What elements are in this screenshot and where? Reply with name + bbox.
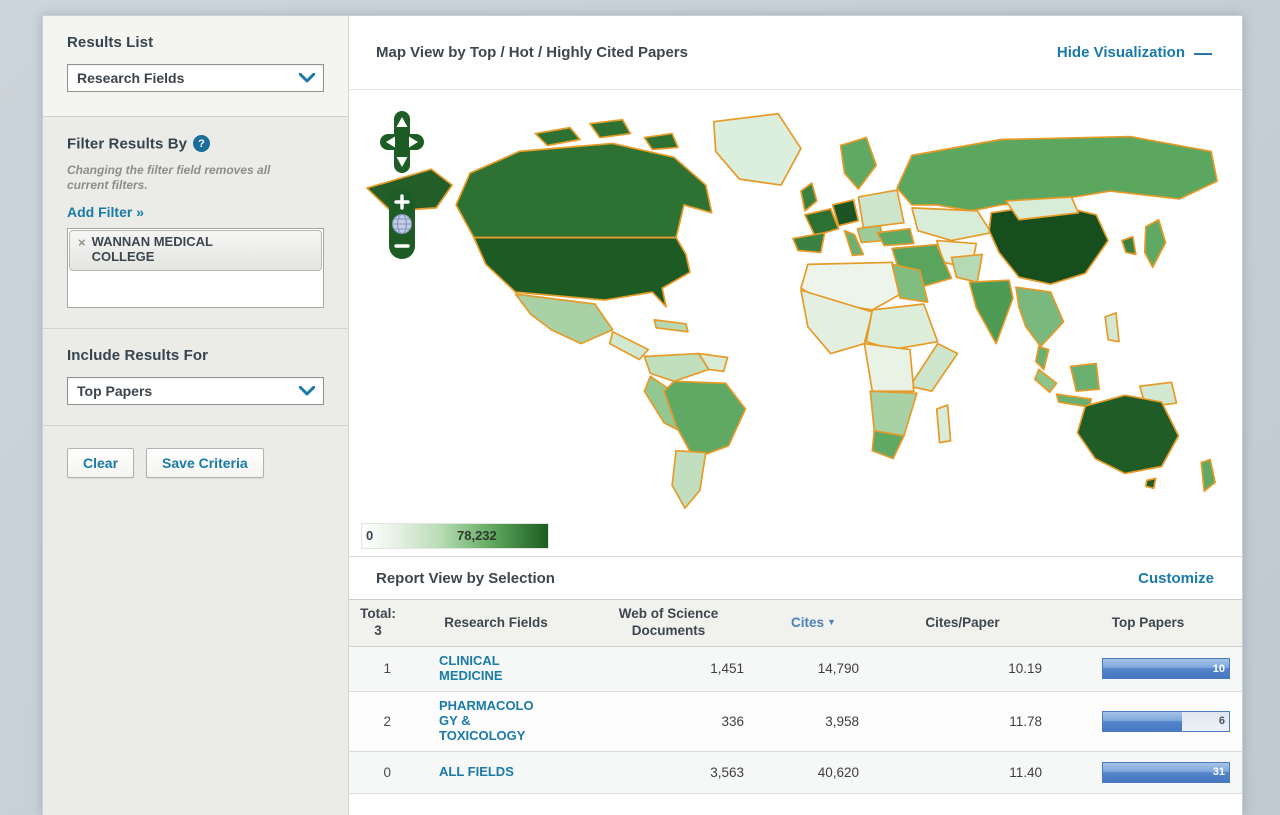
chevron-down-icon: [299, 73, 315, 83]
table-row: 2 PHARMACOLOGY & TOXICOLOGY 336 3,958 11…: [349, 692, 1242, 752]
top-papers-count: 6: [1219, 715, 1225, 727]
total-count: 3: [374, 623, 382, 638]
map-pan-control[interactable]: [379, 110, 425, 174]
customize-link[interactable]: Customize: [1138, 570, 1214, 587]
row-rank: 1: [349, 654, 411, 683]
column-header-cites-sort[interactable]: Cites▼: [756, 609, 871, 638]
results-list-heading: Results List: [67, 34, 324, 51]
zoom-globe-icon: [388, 188, 416, 260]
pan-arrows-icon: [379, 110, 425, 174]
wos-label-line2: Documents: [632, 623, 706, 638]
column-header-top-papers: Top Papers: [1054, 609, 1242, 638]
map-header: Map View by Top / Hot / Highly Cited Pap…: [349, 16, 1242, 90]
row-wos-documents: 3,563: [581, 758, 756, 787]
table-header-row: Total: 3 Research Fields Web of Science …: [349, 599, 1242, 647]
row-rank: 2: [349, 707, 411, 736]
row-cites: 3,958: [756, 707, 871, 736]
row-cites: 40,620: [756, 758, 871, 787]
top-papers-count: 10: [1213, 663, 1225, 675]
filter-heading: Filter Results By?: [67, 135, 324, 153]
table-body: 1 CLINICAL MEDICINE 1,451 14,790 10.19 1…: [349, 647, 1242, 794]
add-filter-link[interactable]: Add Filter »: [67, 204, 144, 220]
filter-listbox: × WANNAN MEDICAL COLLEGE: [67, 228, 324, 308]
row-cites-per-paper: 11.40: [871, 758, 1054, 787]
table-row: 1 CLINICAL MEDICINE 1,451 14,790 10.19 1…: [349, 647, 1242, 692]
criteria-buttons-section: Clear Save Criteria: [43, 426, 348, 815]
row-cites: 14,790: [756, 654, 871, 683]
column-header-cites-per-paper: Cites/Paper: [871, 609, 1054, 638]
research-field-link[interactable]: CLINICAL MEDICINE: [439, 654, 543, 684]
page-background: Results List Research Fields Filter Resu…: [0, 0, 1280, 815]
row-top-papers-cell: 31: [1054, 755, 1242, 790]
legend-max-value: 78,232: [457, 528, 497, 543]
world-map-area: 0 78,232: [349, 90, 1242, 556]
sort-descending-icon: ▼: [827, 617, 836, 627]
column-header-wos-documents: Web of Science Documents: [581, 600, 756, 646]
save-criteria-button[interactable]: Save Criteria: [146, 448, 264, 478]
filter-note-line1: Changing the filter field removes all: [67, 163, 270, 177]
chevron-down-icon: [299, 386, 315, 396]
top-papers-bar: 31: [1102, 762, 1230, 783]
top-papers-bar-fill: [1103, 659, 1229, 678]
filter-note: Changing the filter field removes all cu…: [67, 163, 324, 194]
include-results-dropdown[interactable]: Top Papers: [67, 377, 324, 405]
row-field-cell: CLINICAL MEDICINE: [411, 647, 581, 691]
remove-filter-icon[interactable]: ×: [78, 235, 86, 265]
top-papers-bar: 6: [1102, 711, 1230, 732]
research-field-link[interactable]: ALL FIELDS: [439, 765, 543, 780]
results-list-dropdown-value: Research Fields: [77, 70, 184, 86]
row-top-papers-cell: 6: [1054, 704, 1242, 739]
hide-visualization-link[interactable]: Hide Visualization —: [1057, 44, 1212, 61]
table-row: 0 ALL FIELDS 3,563 40,620 11.40 31: [349, 752, 1242, 794]
map-view-title: Map View by Top / Hot / Highly Cited Pap…: [376, 44, 688, 61]
filter-section: Filter Results By? Changing the filter f…: [43, 117, 348, 329]
top-papers-bar: 10: [1102, 658, 1230, 679]
include-results-section: Include Results For Top Papers: [43, 329, 348, 426]
column-header-total: Total: 3: [349, 600, 397, 646]
cites-label: Cites: [791, 615, 824, 630]
research-field-link[interactable]: PHARMACOLOGY & TOXICOLOGY: [439, 699, 543, 744]
legend-min-value: 0: [366, 528, 373, 543]
row-wos-documents: 1,451: [581, 654, 756, 683]
results-list-section: Results List Research Fields: [43, 16, 348, 117]
filter-heading-text: Filter Results By: [67, 136, 187, 153]
top-papers-count: 31: [1213, 766, 1225, 778]
map-zoom-control[interactable]: [388, 188, 416, 260]
report-header: Report View by Selection Customize: [349, 557, 1242, 599]
column-header-research-fields: Research Fields: [411, 609, 581, 638]
clear-button[interactable]: Clear: [67, 448, 134, 478]
row-field-cell: PHARMACOLOGY & TOXICOLOGY: [411, 692, 581, 751]
filter-note-line2: current filters.: [67, 178, 148, 192]
row-cites-per-paper: 10.19: [871, 654, 1054, 683]
wos-label-line1: Web of Science: [619, 606, 719, 621]
hide-visualization-label: Hide Visualization: [1057, 44, 1185, 61]
include-results-heading: Include Results For: [67, 347, 324, 364]
results-list-dropdown[interactable]: Research Fields: [67, 64, 324, 92]
row-rank: 0: [349, 758, 411, 787]
top-papers-bar-fill: [1103, 712, 1182, 731]
row-wos-documents: 336: [581, 707, 756, 736]
filter-chip[interactable]: × WANNAN MEDICAL COLLEGE: [69, 230, 322, 271]
filter-chip-label: WANNAN MEDICAL COLLEGE: [92, 235, 242, 265]
app-panel: Results List Research Fields Filter Resu…: [42, 15, 1243, 815]
row-cites-per-paper: 11.78: [871, 707, 1054, 736]
include-results-dropdown-value: Top Papers: [77, 383, 152, 399]
top-papers-bar-fill: [1103, 763, 1229, 782]
sidebar: Results List Research Fields Filter Resu…: [43, 16, 349, 815]
help-icon[interactable]: ?: [193, 135, 210, 152]
map-color-legend: 0 78,232: [361, 523, 549, 549]
row-top-papers-cell: 10: [1054, 651, 1242, 686]
report-view-title: Report View by Selection: [376, 570, 555, 587]
main-content: Map View by Top / Hot / Highly Cited Pap…: [349, 16, 1242, 815]
total-label: Total:: [360, 606, 396, 621]
row-field-cell: ALL FIELDS: [411, 757, 581, 787]
choropleth-world-map[interactable]: [357, 92, 1229, 516]
report-section: Report View by Selection Customize Total…: [349, 556, 1242, 815]
